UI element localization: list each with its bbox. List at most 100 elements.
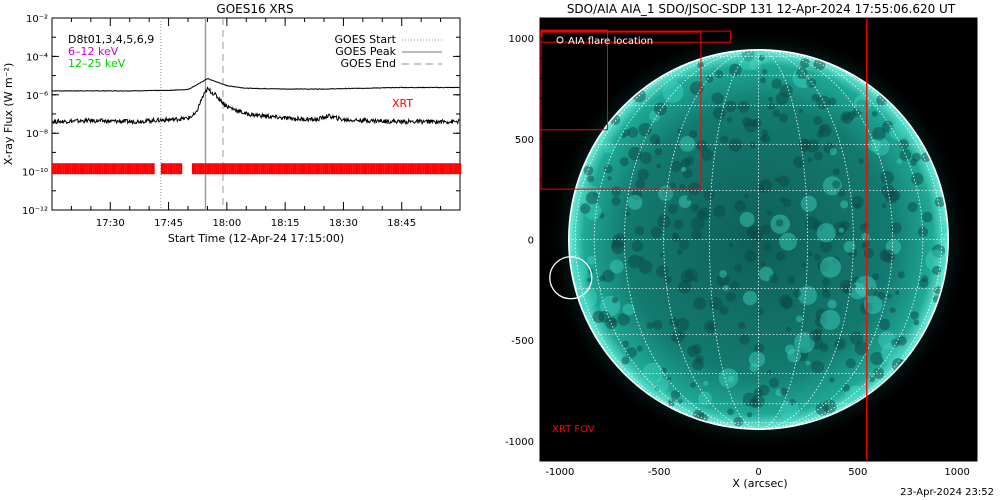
disk-texture-blob (801, 262, 806, 268)
x-tick-label: 18:00 (212, 218, 241, 229)
disk-texture-blob (686, 195, 692, 201)
disk-texture-blob (682, 168, 693, 179)
xrt-coverage-tick (213, 163, 216, 175)
disk-texture-blob (921, 275, 929, 283)
disk-texture-blob (729, 63, 742, 77)
goes-ylabel: X-ray Flux (W m⁻²) (2, 63, 15, 165)
solar-disk-texture (568, 49, 949, 427)
disk-texture-blob (807, 157, 813, 163)
xrt-coverage-tick (228, 163, 231, 175)
xrt-coverage-tick (382, 163, 385, 175)
disk-texture-blob (775, 219, 784, 227)
disk-texture-blob (827, 299, 837, 309)
disk-texture-blob (691, 229, 703, 241)
disk-texture-blob (607, 176, 612, 181)
disk-texture-blob (898, 139, 909, 150)
xrt-coverage-tick (202, 163, 205, 175)
generation-timestamp: 23-Apr-2024 23:52 (900, 487, 994, 498)
xrt-coverage-tick (126, 163, 129, 175)
disk-texture-blob (761, 68, 768, 75)
disk-texture-blob (861, 243, 867, 249)
instrument-list-label: D8t01,3,4,5,6,9 (68, 33, 154, 46)
disk-texture-blob (737, 49, 760, 71)
xrt-coverage-tick (390, 163, 393, 175)
xrt-coverage-tick (358, 163, 361, 175)
flare-legend-label: AIA flare location (568, 36, 653, 47)
xrt-coverage-tick (146, 163, 149, 175)
disk-texture-blob (667, 398, 676, 407)
xrt-coverage-tick (160, 163, 163, 175)
disk-texture-blob (756, 308, 764, 316)
xrt-coverage-tick (84, 163, 87, 175)
aia-axes: -1000 -500 0 500 1000 -1000 -500 0 500 1000 (505, 34, 970, 478)
xrt-coverage-tick (150, 163, 153, 175)
disk-texture-blob (684, 268, 698, 282)
disk-texture-blob (746, 227, 755, 236)
disk-texture-blob (739, 211, 755, 227)
disk-texture-blob (795, 315, 803, 323)
legend-goes-peak: GOES Peak (335, 45, 396, 58)
disk-texture-blob (913, 319, 920, 326)
xrt-coverage-tick (131, 163, 134, 175)
y-tick-label: 10⁻⁴ (26, 52, 48, 63)
aia-xlabel: X (arcsec) (732, 477, 787, 490)
disk-texture-blob (811, 360, 825, 374)
disk-texture-blob (897, 336, 907, 346)
xrt-coverage-tick (69, 163, 72, 175)
xrt-coverage-tick (377, 163, 381, 175)
disk-texture-blob (719, 305, 729, 316)
xrt-coverage-tick (431, 163, 434, 175)
disk-texture-blob (834, 338, 846, 350)
aia-y-tick-label: 500 (515, 135, 534, 146)
disk-texture-blob (622, 303, 635, 316)
xrt-coverage-tick (143, 163, 147, 175)
xrt-coverage-tick (454, 163, 457, 175)
disk-texture-blob (734, 200, 747, 212)
xrt-coverage-tick (219, 163, 222, 175)
disk-texture-blob (899, 149, 912, 161)
disk-texture-blob (845, 358, 856, 369)
disk-texture-blob (820, 309, 841, 330)
xrt-fov-box (540, 31, 702, 190)
disk-texture-blob (890, 222, 902, 234)
disk-texture-blob (843, 240, 856, 253)
xrt-coverage-tick (71, 163, 74, 175)
disk-texture-blob (867, 138, 881, 152)
disk-texture-blob (798, 108, 804, 113)
xrt-coverage-tick (52, 163, 55, 175)
grid-meridian (624, 49, 759, 430)
disk-texture-blob (611, 239, 622, 250)
aia-x-tick-label: -500 (648, 467, 671, 478)
xrt-coverage-tick (264, 163, 267, 175)
disk-texture-blob (854, 202, 861, 210)
xrt-coverage-tick (364, 163, 368, 175)
disk-texture-blob (744, 193, 749, 199)
disk-texture-blob (634, 225, 645, 236)
disk-texture-blob (872, 127, 886, 141)
disk-texture-blob (870, 351, 884, 366)
disk-texture-blob (823, 142, 835, 154)
disk-texture-blob (896, 158, 903, 165)
xrt-coverage-tick (450, 163, 453, 175)
xrt-coverage-tick (339, 163, 342, 175)
xrt-coverage-tick (262, 163, 265, 175)
disk-texture-blob (728, 242, 734, 248)
xrt-coverage-tick (171, 163, 174, 175)
disk-texture-blob (739, 334, 750, 345)
disk-texture-blob (695, 355, 704, 364)
disk-texture-blob (586, 255, 596, 265)
xrt-coverage-tick (426, 163, 430, 175)
disk-texture-blob (767, 369, 772, 375)
disk-texture-blob (621, 340, 630, 348)
xrt-coverage-tick (253, 163, 257, 175)
disk-texture-blob (611, 296, 619, 304)
xrt-coverage-tick (221, 163, 225, 175)
disk-texture-blob (642, 362, 664, 384)
legend-goes-end: GOES End (340, 57, 396, 70)
disk-texture-blob (840, 200, 849, 209)
disk-texture-blob (849, 331, 864, 345)
disk-texture-blob (652, 319, 663, 330)
disk-texture-blob (704, 320, 717, 334)
disk-texture-blob (750, 121, 755, 127)
disk-texture-blob (656, 163, 662, 169)
